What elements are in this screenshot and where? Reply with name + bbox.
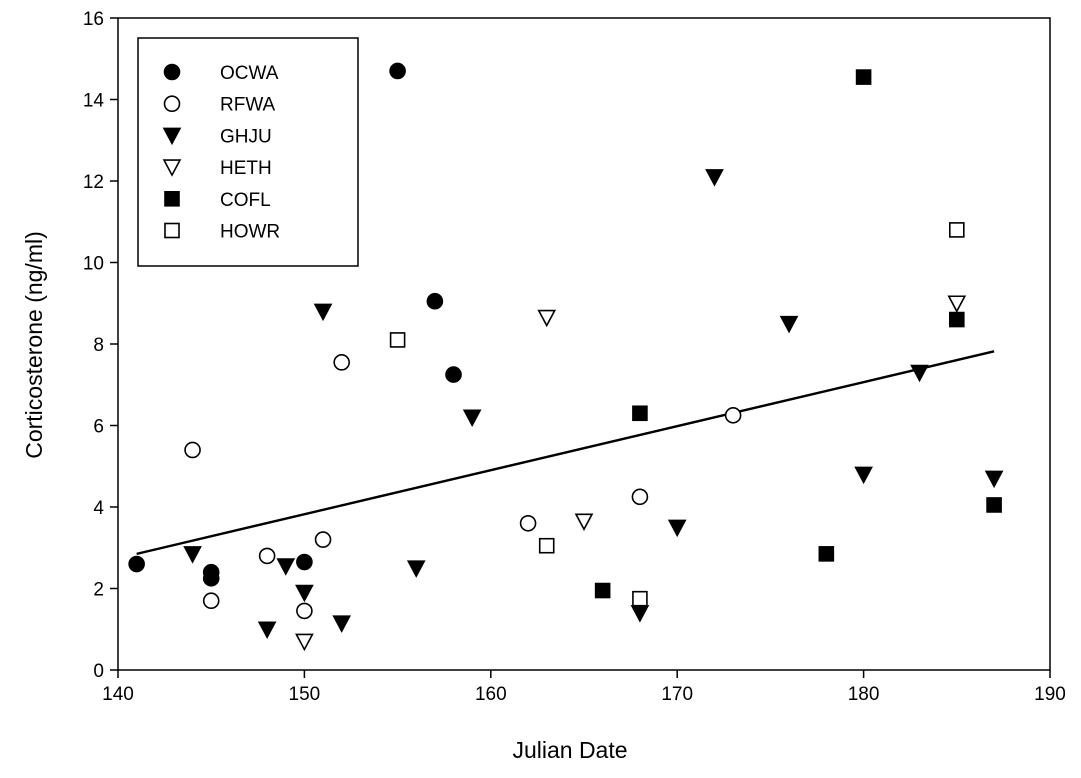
point-ghju [779, 315, 799, 334]
legend-marker-howr [164, 222, 180, 239]
point-ghju [910, 364, 929, 383]
legend-label: OCWA [220, 63, 279, 84]
y-tick-label: 6 [93, 417, 104, 438]
point-ocwa [296, 553, 313, 571]
y-axis-title: Corticosterone (ng/ml) [21, 231, 47, 459]
point-ghju [276, 558, 296, 576]
point-ghju [295, 584, 314, 603]
x-axis-title: Julian Date [512, 737, 627, 763]
point-ocwa [128, 555, 145, 573]
point-rfwa [258, 547, 276, 565]
point-cofl [632, 405, 648, 422]
marks-layer [128, 62, 1004, 652]
y-tick-label: 10 [83, 254, 104, 275]
y-tick-label: 14 [83, 91, 105, 112]
point-ghju [257, 621, 277, 639]
point-howr [538, 537, 555, 554]
point-ghju [984, 470, 1004, 489]
legend-label: GHJU [220, 126, 272, 147]
point-cofl [948, 311, 965, 328]
point-ghju [183, 546, 202, 564]
point-ocwa [445, 366, 462, 383]
x-tick-label: 180 [848, 684, 880, 705]
legend-label: HETH [220, 158, 272, 179]
legend-marker-heth [162, 159, 182, 177]
legend-marker-ghju [162, 127, 182, 146]
point-heth [574, 513, 594, 531]
point-ocwa [426, 292, 444, 310]
point-rfwa [184, 441, 201, 459]
x-tick-label: 150 [289, 684, 321, 705]
y-tick-label: 0 [93, 661, 104, 682]
x-tick-label: 160 [475, 684, 507, 705]
point-rfwa [724, 407, 742, 424]
x-tick-label: 140 [102, 684, 134, 705]
y-tick-label: 12 [83, 172, 104, 193]
point-howr [632, 590, 648, 607]
legend-label: RFWA [220, 95, 276, 116]
legend-label: HOWR [220, 222, 280, 243]
point-cofl [855, 69, 872, 85]
legend-marker-rfwa [163, 95, 181, 112]
point-rfwa [631, 488, 649, 506]
point-rfwa [519, 514, 537, 532]
point-heth [295, 633, 314, 652]
point-ghju [630, 605, 650, 623]
point-ghju [313, 303, 333, 322]
x-tick-label: 170 [661, 684, 693, 705]
y-tick-label: 4 [93, 498, 104, 519]
point-rfwa [333, 354, 350, 371]
x-tick-label: 190 [1034, 684, 1066, 705]
point-ocwa [389, 62, 406, 80]
point-ghju [667, 519, 687, 538]
point-ocwa [202, 570, 220, 587]
point-cofl [594, 582, 611, 599]
y-tick-label: 2 [93, 580, 104, 601]
point-ghju [332, 615, 352, 633]
point-rfwa [202, 592, 220, 610]
point-howr [389, 332, 406, 348]
point-rfwa [314, 531, 332, 548]
regression-line [136, 350, 995, 556]
point-heth [947, 295, 967, 313]
legend: OCWA RFWA GHJU HETH COFL HOWR [137, 37, 359, 267]
y-tick-label: 16 [83, 9, 104, 30]
legend-label: COFL [220, 190, 271, 211]
point-ghju [462, 409, 482, 428]
point-howr [948, 222, 965, 238]
legend-marker-ocwa [163, 63, 181, 81]
point-ghju [854, 466, 873, 485]
point-cofl [986, 497, 1002, 513]
legend-marker-cofl [164, 191, 180, 207]
point-ghju [705, 169, 724, 187]
point-rfwa [296, 602, 313, 620]
point-ghju [406, 560, 426, 578]
axes-layer: 140 150 160 170 180 190 0 2 4 6 8 10 12 14 16 [83, 9, 1066, 705]
point-cofl [818, 546, 835, 562]
point-heth [537, 309, 557, 328]
y-tick-label: 8 [93, 335, 104, 356]
